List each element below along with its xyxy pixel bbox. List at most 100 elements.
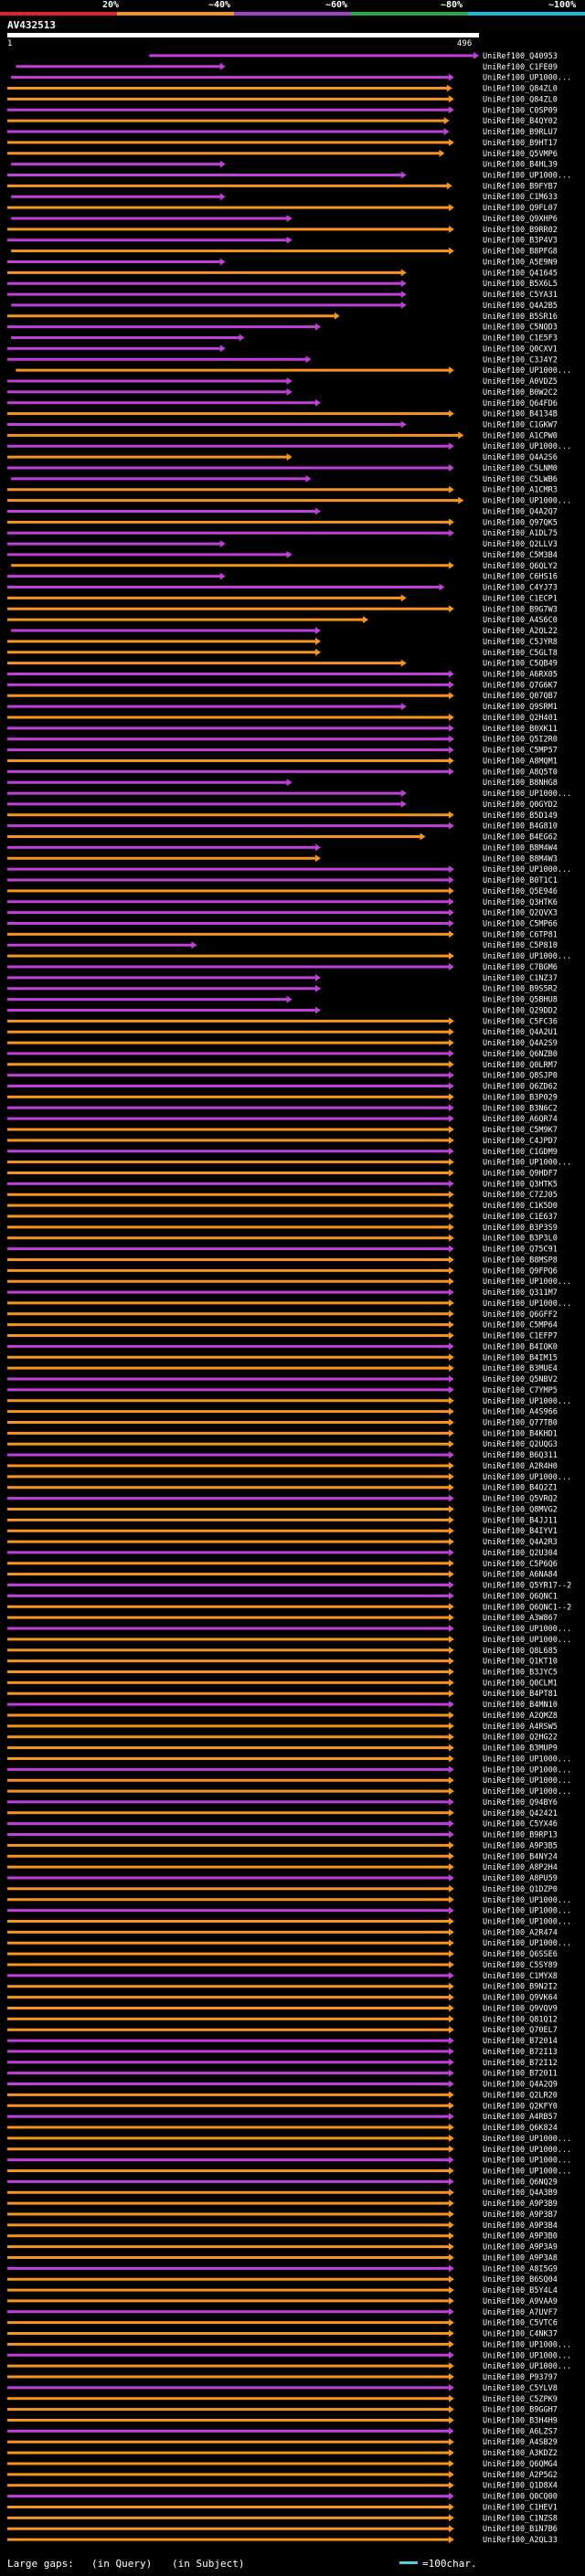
hit-label[interactable]: UniRef100_Q70EL7 [483, 2026, 558, 2035]
hit-label[interactable]: UniRef100_Q0LRM7 [483, 1061, 558, 1070]
hit-label[interactable]: UniRef100_A9VAA9 [483, 2297, 558, 2306]
hit-label[interactable]: UniRef100_Q5BHU8 [483, 996, 558, 1005]
hit-label[interactable]: UniRef100_C5P6Q6 [483, 1560, 558, 1569]
hit-label[interactable]: UniRef100_A1CMR3 [483, 486, 558, 495]
hit-label[interactable]: UniRef100_B4HL39 [483, 161, 558, 170]
hit-label[interactable]: UniRef100_UP1000... [483, 2146, 571, 2155]
hit-label[interactable]: UniRef100_Q9VQV9 [483, 2004, 558, 2013]
hit-label[interactable]: UniRef100_Q4A2Q7 [483, 507, 558, 516]
hit-label[interactable]: UniRef100_UP1000... [483, 172, 571, 181]
hit-label[interactable]: UniRef100_Q40953 [483, 52, 558, 61]
hit-label[interactable]: UniRef100_C1E637 [483, 1213, 558, 1222]
hit-label[interactable]: UniRef100_Q6NZB0 [483, 1050, 558, 1059]
hit-label[interactable]: UniRef100_C4NK37 [483, 2330, 558, 2339]
hit-label[interactable]: UniRef100_B3P029 [483, 1093, 558, 1102]
hit-label[interactable]: UniRef100_UP1000... [483, 790, 571, 799]
hit-label[interactable]: UniRef100_C5MP66 [483, 920, 558, 929]
hit-label[interactable]: UniRef100_Q5E946 [483, 887, 558, 896]
hit-label[interactable]: UniRef100_Q6QNC1 [483, 1592, 558, 1601]
hit-label[interactable]: UniRef100_B72I13 [483, 2048, 558, 2057]
hit-label[interactable]: UniRef100_A3W867 [483, 1614, 558, 1623]
hit-label[interactable]: UniRef100_C1M633 [483, 193, 558, 202]
hit-label[interactable]: UniRef100_B4IQK0 [483, 1342, 558, 1352]
hit-label[interactable]: UniRef100_C1EFP7 [483, 1332, 558, 1341]
hit-label[interactable]: UniRef100_UP1000... [483, 74, 571, 83]
hit-label[interactable]: UniRef100_A9P3B5 [483, 1841, 558, 1850]
hit-label[interactable]: UniRef100_UP1000... [483, 1765, 571, 1775]
hit-label[interactable]: UniRef100_Q5VRQ2 [483, 1495, 558, 1504]
hit-label[interactable]: UniRef100_Q84ZL0 [483, 85, 558, 94]
hit-label[interactable]: UniRef100_Q9FPQ6 [483, 1267, 558, 1276]
hit-label[interactable]: UniRef100_B6SQ04 [483, 2275, 558, 2284]
hit-label[interactable]: UniRef100_UP1000... [483, 865, 571, 875]
hit-label[interactable]: UniRef100_B3N6C2 [483, 1104, 558, 1113]
hit-label[interactable]: UniRef100_C5QB49 [483, 660, 558, 669]
hit-label[interactable]: UniRef100_C5M3B4 [483, 551, 558, 560]
hit-label[interactable]: UniRef100_B9N2I2 [483, 1983, 558, 1992]
hit-label[interactable]: UniRef100_B3JYC5 [483, 1669, 558, 1678]
hit-label[interactable]: UniRef100_UP1000... [483, 1299, 571, 1309]
hit-label[interactable]: UniRef100_Q0CXV1 [483, 345, 558, 354]
hit-label[interactable]: UniRef100_B72014 [483, 2037, 558, 2046]
hit-label[interactable]: UniRef100_C3J4Y2 [483, 355, 558, 365]
hit-label[interactable]: UniRef100_A4S966 [483, 1408, 558, 1417]
hit-label[interactable]: UniRef100_B72I12 [483, 2059, 558, 2068]
hit-label[interactable]: UniRef100_Q3HTK6 [483, 898, 558, 907]
hit-label[interactable]: UniRef100_Q1D8X4 [483, 2482, 558, 2491]
hit-label[interactable]: UniRef100_UP1000... [483, 2362, 571, 2371]
hit-label[interactable]: UniRef100_C1NZ37 [483, 974, 558, 983]
hit-label[interactable]: UniRef100_Q6K824 [483, 2124, 558, 2133]
hit-label[interactable]: UniRef100_C5YA31 [483, 291, 558, 300]
hit-label[interactable]: UniRef100_B9RLU7 [483, 128, 558, 137]
hit-label[interactable]: UniRef100_Q0GYD2 [483, 800, 558, 810]
hit-label[interactable]: UniRef100_UP1000... [483, 1754, 571, 1764]
hit-label[interactable]: UniRef100_UP1000... [483, 1159, 571, 1168]
hit-label[interactable]: UniRef100_C1K5D0 [483, 1202, 558, 1211]
hit-label[interactable]: UniRef100_C5FC36 [483, 1017, 558, 1026]
hit-label[interactable]: UniRef100_UP1000... [483, 2135, 571, 2144]
hit-label[interactable]: UniRef100_UP1000... [483, 2157, 571, 2166]
hit-label[interactable]: UniRef100_C5SY89 [483, 1961, 558, 1970]
hit-label[interactable]: UniRef100_Q4A2Q9 [483, 2081, 558, 2090]
hit-label[interactable]: UniRef100_Q6QLY2 [483, 562, 558, 571]
hit-label[interactable]: UniRef100_A9P3A8 [483, 2253, 558, 2263]
hit-label[interactable]: UniRef100_B9FYB7 [483, 182, 558, 191]
hit-label[interactable]: UniRef100_B9RR02 [483, 226, 558, 235]
hit-label[interactable]: UniRef100_B8NHG8 [483, 779, 558, 788]
hit-label[interactable]: UniRef100_Q41645 [483, 269, 558, 278]
hit-label[interactable]: UniRef100_B0W2C2 [483, 388, 558, 398]
hit-label[interactable]: UniRef100_C1E5F3 [483, 334, 558, 344]
hit-label[interactable]: UniRef100_Q9SRM1 [483, 703, 558, 712]
hit-label[interactable]: UniRef100_Q2LLV3 [483, 540, 558, 549]
hit-label[interactable]: UniRef100_Q07QB7 [483, 692, 558, 701]
hit-label[interactable]: UniRef100_UP1000... [483, 1473, 571, 1482]
hit-label[interactable]: UniRef100_B5SR16 [483, 313, 558, 322]
hit-label[interactable]: UniRef100_Q2LR20 [483, 2091, 558, 2100]
hit-label[interactable]: UniRef100_Q4A2S9 [483, 1039, 558, 1048]
hit-label[interactable]: UniRef100_B4G810 [483, 822, 558, 832]
hit-label[interactable]: UniRef100_UP1000... [483, 2168, 571, 2177]
hit-label[interactable]: UniRef100_B72011 [483, 2070, 558, 2079]
hit-label[interactable]: UniRef100_UP1000... [483, 1939, 571, 1948]
hit-label[interactable]: UniRef100_Q77TB0 [483, 1419, 558, 1428]
hit-label[interactable]: UniRef100_C4JPD7 [483, 1137, 558, 1146]
hit-label[interactable]: UniRef100_C7ZJ05 [483, 1191, 558, 1200]
hit-label[interactable]: UniRef100_Q4A2R3 [483, 1538, 558, 1547]
hit-label[interactable]: UniRef100_B3P4V3 [483, 237, 558, 246]
hit-label[interactable]: UniRef100_UP1000... [483, 1787, 571, 1797]
hit-label[interactable]: UniRef100_Q2HG22 [483, 1733, 558, 1743]
hit-label[interactable]: UniRef100_Q5VMP6 [483, 150, 558, 159]
hit-label[interactable]: UniRef100_C6TP81 [483, 930, 558, 939]
hit-label[interactable]: UniRef100_Q4A2S6 [483, 453, 558, 462]
hit-label[interactable]: UniRef100_A8I5G9 [483, 2264, 558, 2274]
hit-label[interactable]: UniRef100_A0VDZ5 [483, 377, 558, 387]
hit-label[interactable]: UniRef100_Q2QVX3 [483, 909, 558, 918]
hit-label[interactable]: UniRef100_Q8L685 [483, 1647, 558, 1656]
hit-label[interactable]: UniRef100_UP1000... [483, 952, 571, 961]
hit-label[interactable]: UniRef100_C5YLV8 [483, 2384, 558, 2393]
hit-label[interactable]: UniRef100_A9P3B7 [483, 2210, 558, 2220]
hit-label[interactable]: UniRef100_A2QMZ8 [483, 1712, 558, 1721]
hit-label[interactable]: UniRef100_C1GDM9 [483, 1148, 558, 1157]
hit-label[interactable]: UniRef100_B4JJ11 [483, 1516, 558, 1525]
hit-label[interactable]: UniRef100_A5E9N9 [483, 258, 558, 267]
